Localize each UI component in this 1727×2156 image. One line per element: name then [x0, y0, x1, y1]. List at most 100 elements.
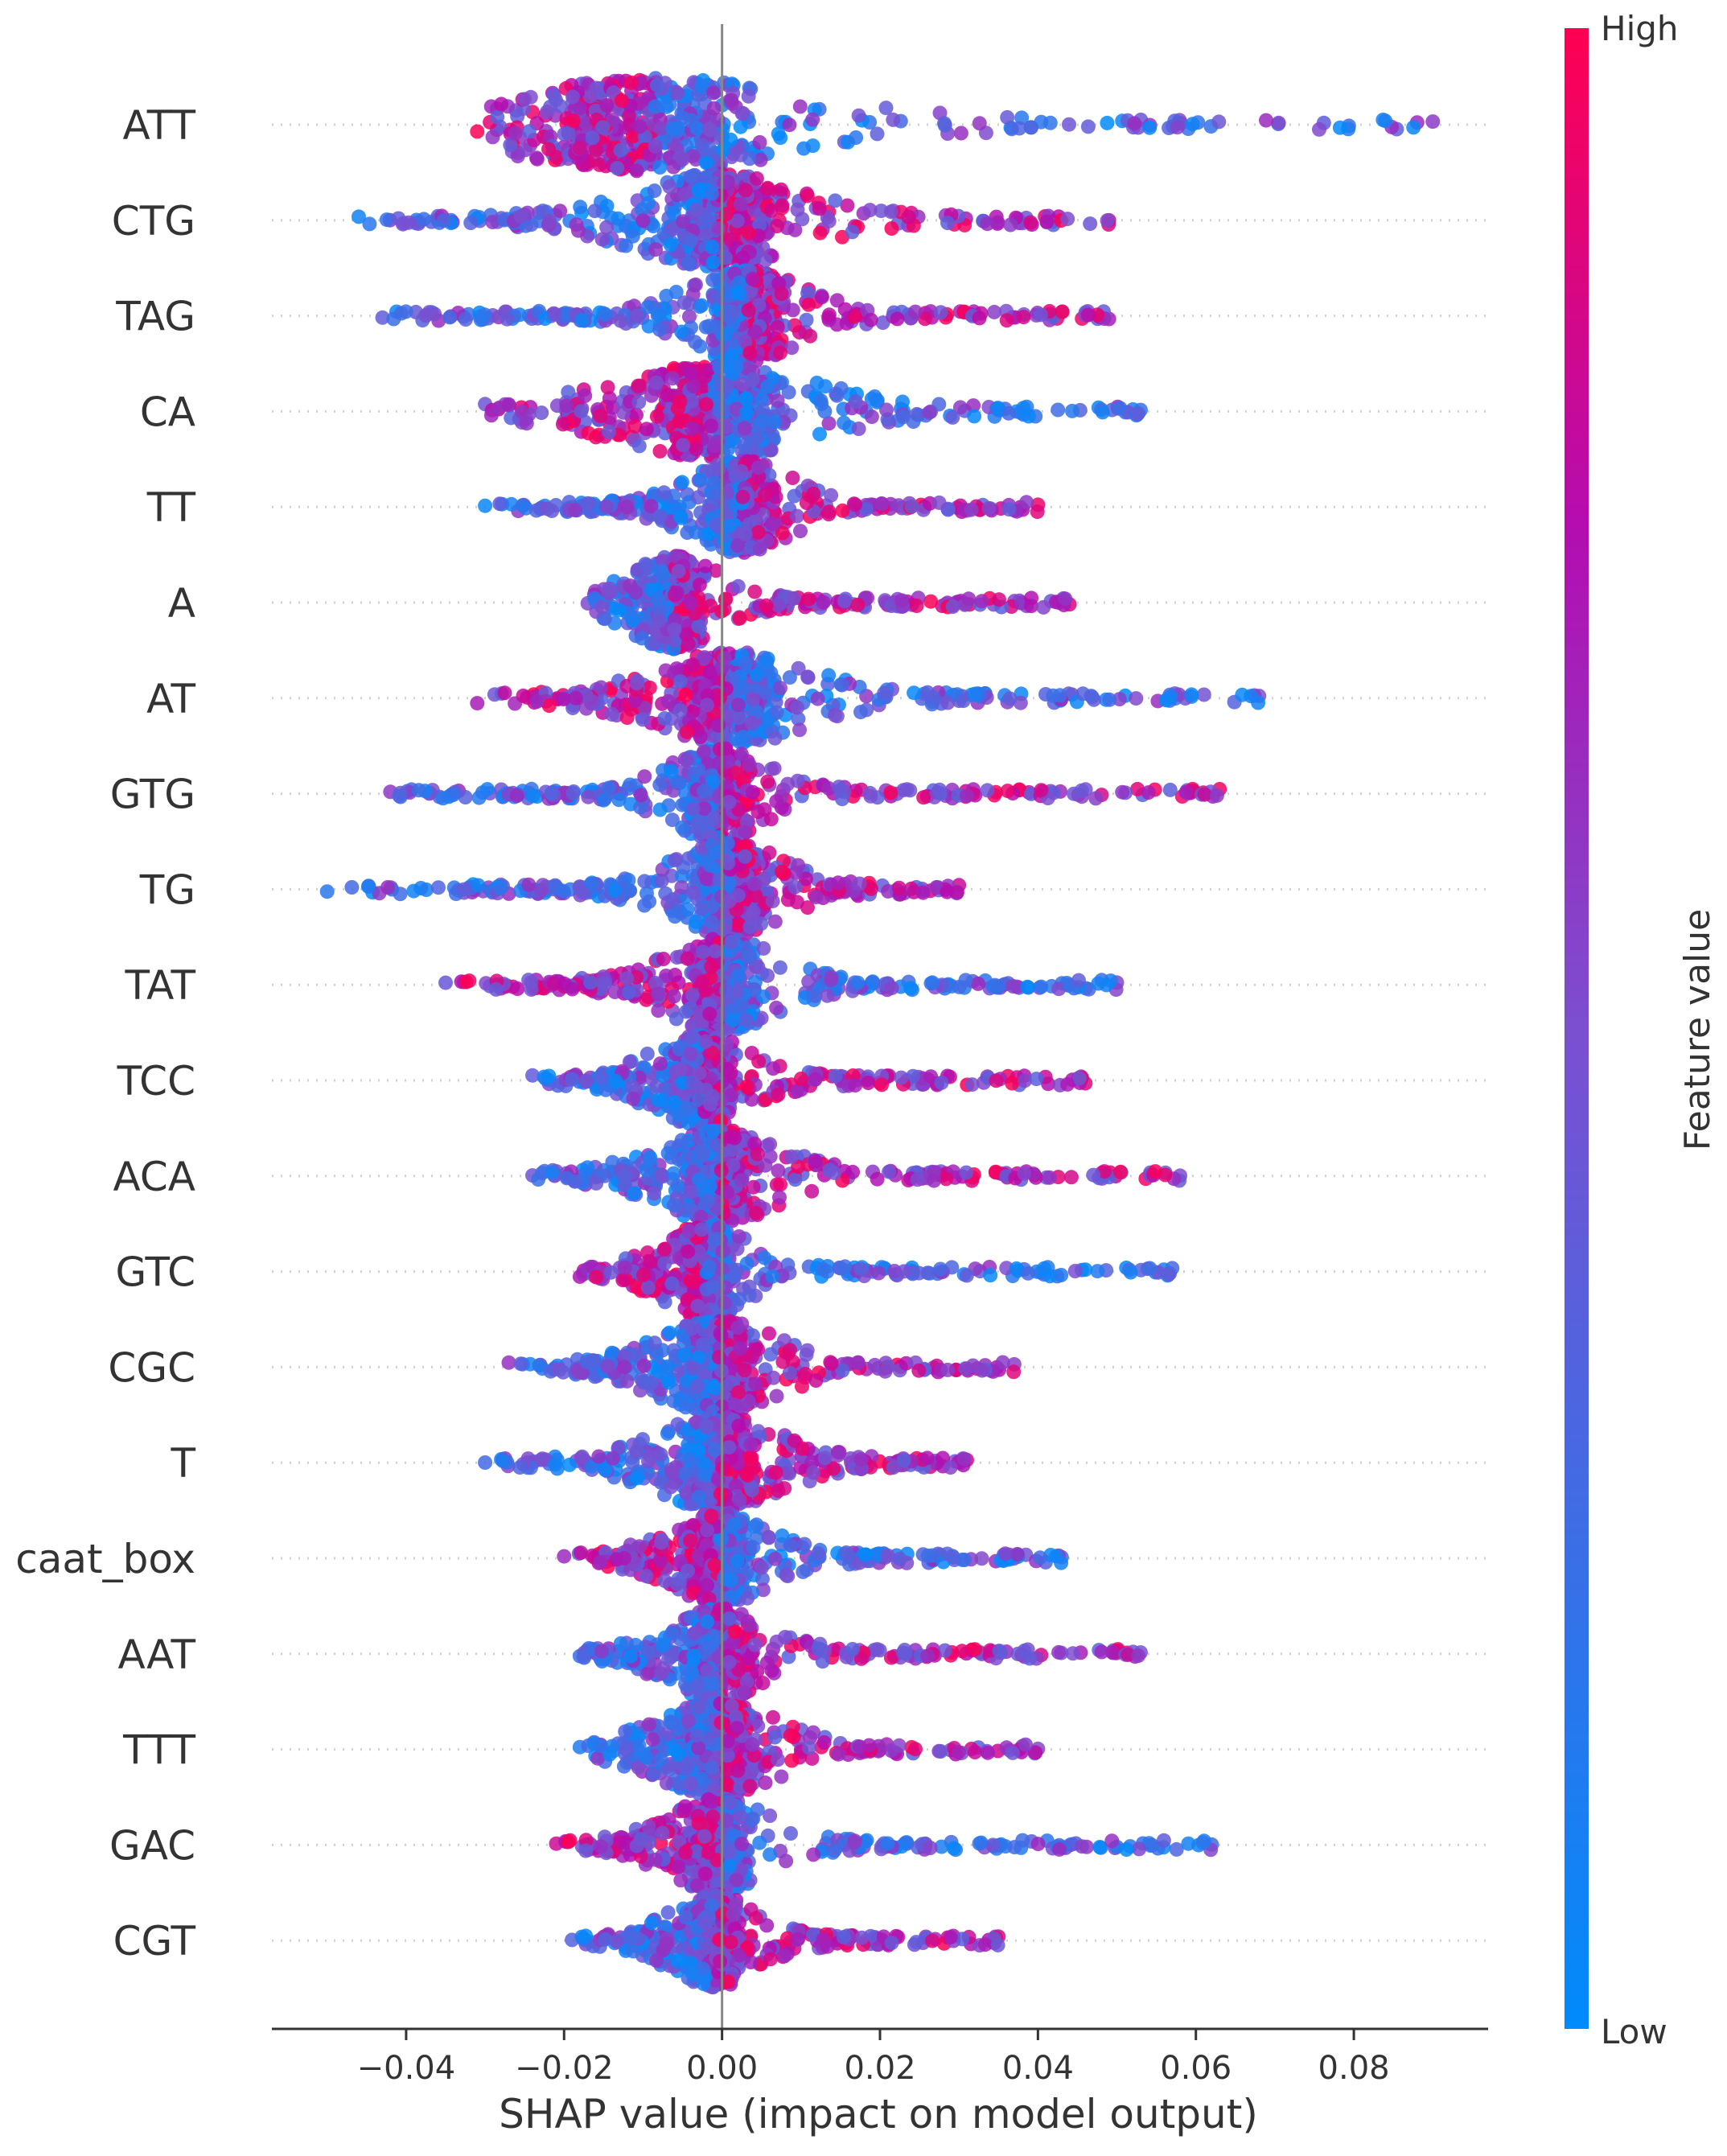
shap-dot [769, 1000, 784, 1015]
shap-dot [676, 438, 691, 453]
shap-dot [680, 724, 694, 739]
shap-dot [953, 125, 968, 141]
shap-dot [745, 271, 760, 286]
shap-dot [745, 372, 760, 387]
shap-dot [656, 485, 672, 500]
beeswarm-dots [319, 71, 1441, 1995]
shap-dot [629, 676, 644, 691]
shap-dot [574, 404, 589, 419]
shap-dot [344, 880, 360, 895]
shap-dot [1001, 405, 1016, 421]
shap-dot [703, 858, 718, 873]
shap-dot [375, 310, 390, 325]
shap-dot [909, 599, 924, 613]
shap-dot [652, 508, 668, 524]
shap-dot [791, 858, 806, 873]
shap-dot [574, 313, 590, 327]
shap-dot [821, 307, 837, 323]
shap-dot [1406, 120, 1421, 135]
shap-dot [1062, 117, 1076, 132]
shap-dot [1127, 116, 1142, 131]
shap-dot [792, 99, 808, 114]
shap-dot [931, 495, 947, 510]
shap-dot [652, 160, 668, 175]
shap-dot [1185, 117, 1200, 132]
shap-dot [589, 142, 604, 158]
shap-dot [960, 788, 975, 804]
shap-dot [1039, 214, 1055, 229]
shap-dot [1075, 686, 1091, 702]
shap-dot [700, 697, 714, 713]
shap-dot [773, 130, 788, 146]
shap-dot [821, 213, 837, 228]
shap-dot [886, 112, 901, 127]
shap-dot [545, 504, 560, 518]
shap-dot [1051, 402, 1066, 418]
shap-dot [581, 426, 596, 441]
shap-dot [553, 204, 568, 219]
shap-dot [689, 442, 704, 457]
shap-dot [742, 345, 758, 360]
shap-dot [775, 864, 789, 879]
shap-dot [1095, 405, 1110, 420]
shap-dot [565, 785, 581, 800]
shap-dot [801, 591, 816, 607]
shap-dot [611, 218, 626, 233]
shap-dot [691, 183, 706, 198]
shap-dot [442, 310, 458, 325]
shap-dot [631, 378, 646, 393]
shap-dot [933, 305, 948, 320]
shap-dot [572, 141, 587, 156]
shap-dot [785, 471, 800, 485]
shap-dot [793, 524, 808, 539]
shap-dot [683, 595, 698, 611]
shap-dot [1178, 784, 1194, 800]
shap-dot [909, 406, 924, 422]
shap-dot [1196, 687, 1211, 702]
shap-dot [786, 590, 801, 606]
shap-dot [599, 220, 615, 235]
shap-dot [763, 203, 779, 218]
shap-dot [760, 180, 775, 195]
shap-dot [738, 656, 753, 671]
shap-dot [1012, 121, 1027, 136]
shap-dot [894, 593, 910, 608]
shap-dot [665, 121, 681, 136]
shap-dot [787, 222, 803, 237]
shap-dot [573, 200, 588, 215]
shap-dot [833, 381, 849, 396]
shap-dot [660, 693, 676, 709]
shap-dot [362, 216, 377, 232]
shap-dot [1036, 599, 1051, 615]
shap-dot [610, 161, 625, 175]
shap-dot [864, 409, 879, 425]
shap-dot [870, 126, 885, 142]
shap-dot [625, 228, 640, 244]
shap-dot [637, 898, 652, 913]
shap-dot [693, 901, 709, 916]
shap-dot [745, 692, 760, 706]
shap-dot [775, 198, 790, 213]
shap-dot [851, 422, 866, 436]
shap-dot [904, 499, 919, 514]
shap-dot [637, 874, 652, 889]
shap-dot [705, 240, 720, 254]
shap-dot [758, 488, 773, 503]
shap-dot [1016, 310, 1031, 325]
shap-dot [1163, 689, 1178, 704]
shap-dot [678, 687, 693, 702]
shap-dot [723, 132, 738, 147]
shap-dot [521, 124, 537, 139]
shap-dot [717, 175, 732, 191]
shap-dot [744, 716, 759, 730]
shap-dot [633, 788, 648, 803]
shap-dot [705, 186, 719, 201]
shap-dot [712, 397, 727, 412]
shap-dot [623, 75, 639, 90]
shap-dot [726, 304, 742, 319]
shap-dot [688, 277, 703, 292]
shap-dot [635, 712, 651, 727]
shap-dot [810, 691, 825, 706]
shap-dot [1129, 407, 1145, 422]
shap-dot [593, 409, 608, 423]
